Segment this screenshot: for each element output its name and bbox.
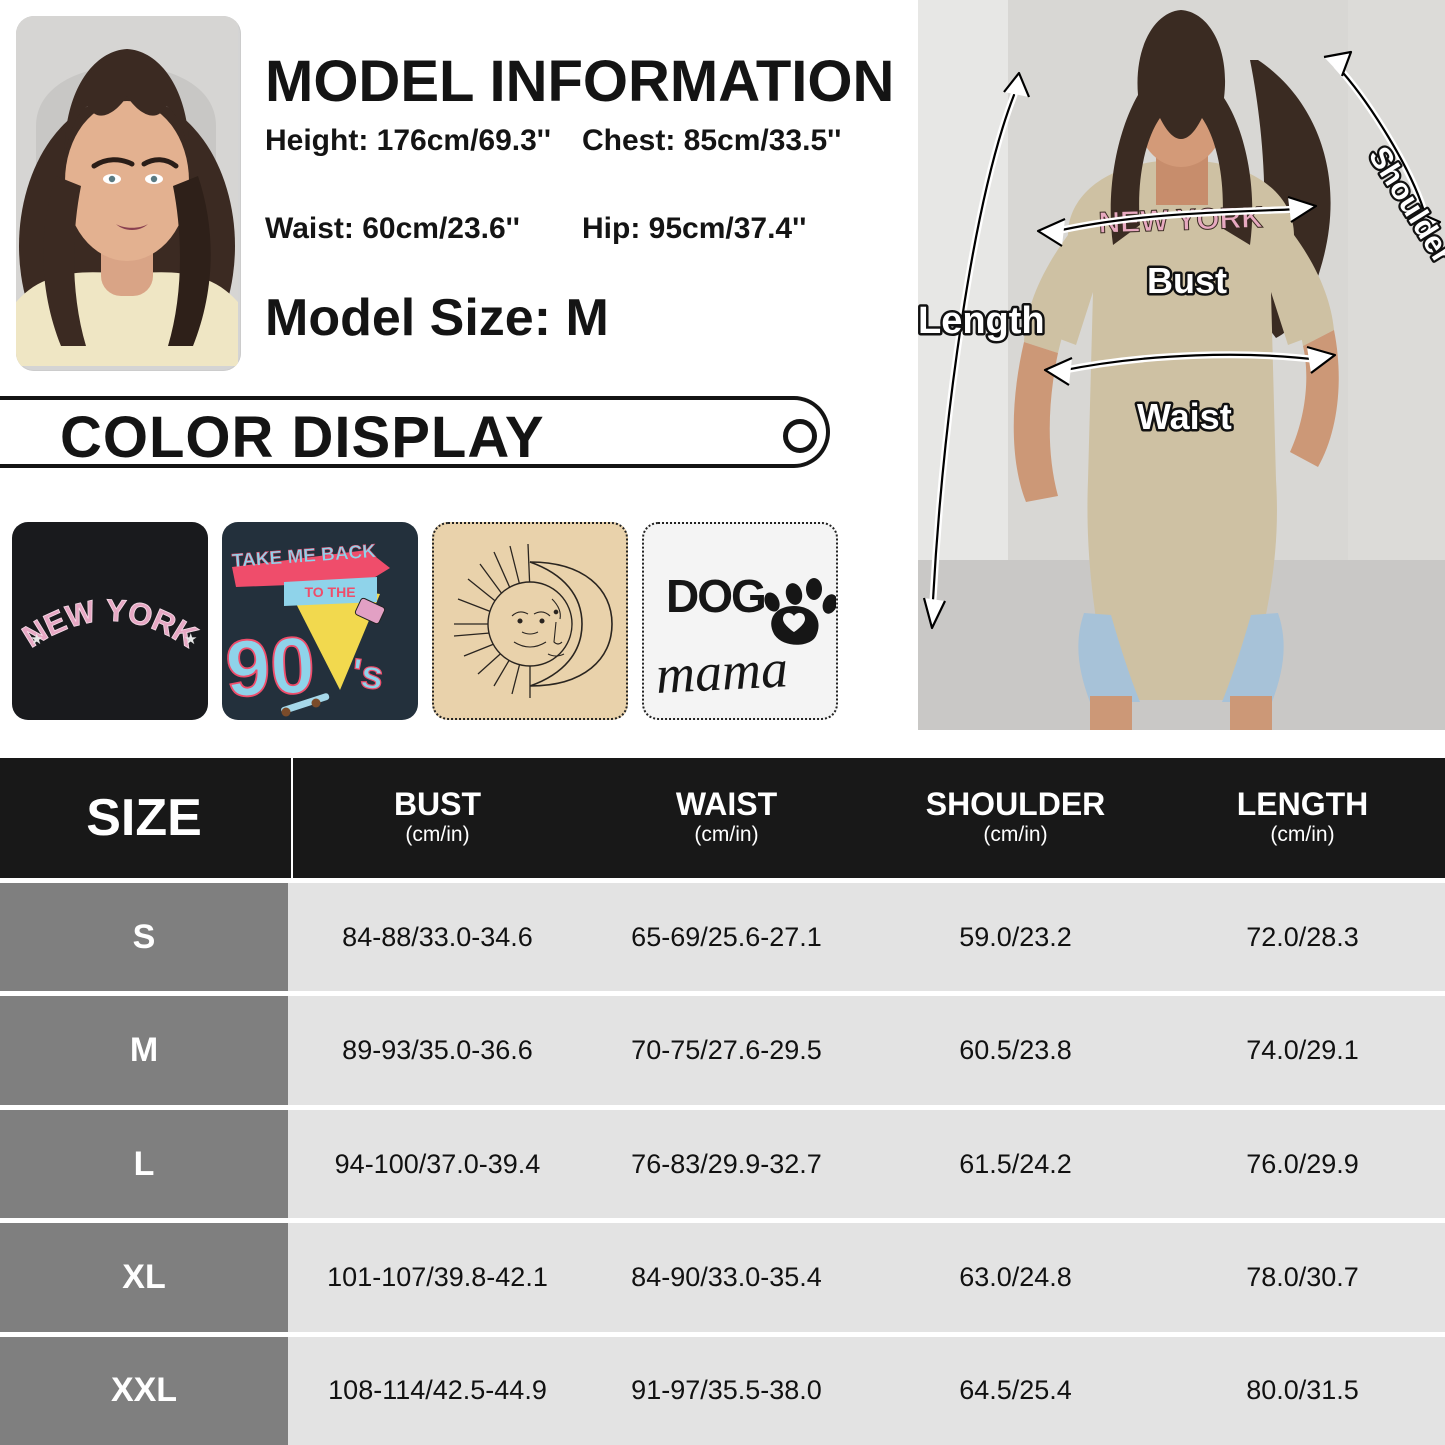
svg-text:Length: Length — [918, 300, 1045, 342]
svg-text:mama: mama — [654, 638, 789, 705]
svg-text:NEW YORK: NEW YORK — [16, 593, 204, 655]
svg-text:★: ★ — [184, 631, 197, 648]
svg-text:★: ★ — [30, 631, 43, 648]
svg-text:TO THE: TO THE — [304, 584, 355, 600]
svg-text:90: 90 — [223, 620, 317, 714]
svg-text:'s: 's — [349, 651, 387, 699]
svg-text:DOG: DOG — [666, 570, 765, 622]
svg-text:Bust: Bust — [1147, 260, 1227, 301]
svg-text:Waist: Waist — [1137, 396, 1232, 437]
